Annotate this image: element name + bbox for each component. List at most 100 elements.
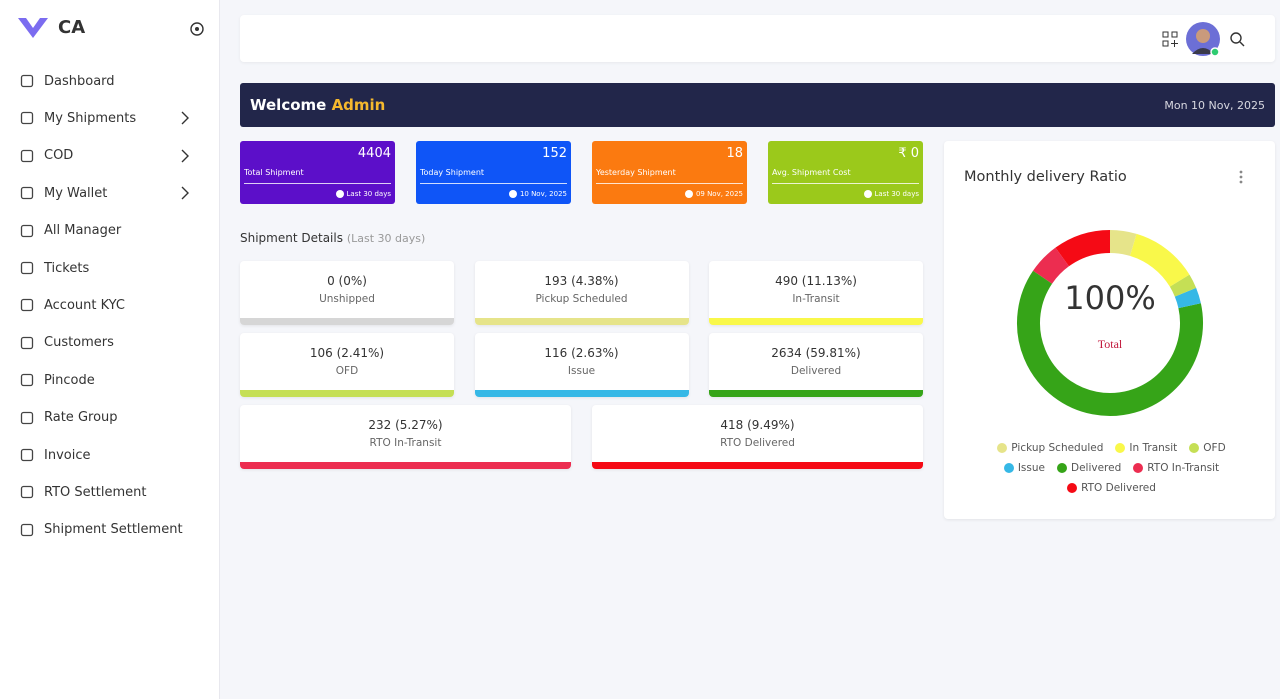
icon-shape	[20, 74, 34, 88]
legend-swatch	[1115, 443, 1126, 453]
menu-item[interactable]: RTO Settlement	[20, 480, 200, 504]
menu-item[interactable]: Customers	[20, 331, 200, 355]
donut-segment	[1169, 274, 1197, 297]
info-icon	[863, 190, 872, 198]
stat-value: 4404	[357, 146, 391, 161]
chevron	[181, 149, 189, 163]
menu-label: COD	[44, 148, 74, 164]
menu-label: Shipment Settlement	[44, 522, 183, 538]
status-label: In-Transit	[792, 293, 840, 305]
menu-icon	[20, 374, 34, 387]
stat-note: 10 Nov, 2025	[508, 190, 567, 198]
menu-icon	[20, 149, 34, 162]
donut-segment	[1017, 270, 1203, 416]
menu-item[interactable]: Tickets	[20, 256, 200, 280]
status-card: 418 (9.49%) RTO Delivered	[592, 405, 923, 469]
section-title-text: Shipment Details	[240, 231, 343, 245]
status-value: 232 (5.27%)	[368, 418, 443, 432]
legend-item[interactable]: RTO In-Transit	[1133, 462, 1219, 474]
divider	[420, 183, 567, 184]
chart-title: Monthly delivery Ratio	[964, 169, 1127, 185]
center-sublabel: Total	[1098, 337, 1123, 351]
top-bar	[240, 15, 1275, 62]
greeting: Welcome Admin	[250, 96, 385, 114]
legend-item[interactable]: Delivered	[1056, 462, 1122, 474]
legend-swatch	[1067, 483, 1078, 493]
status-card: 490 (11.13%) In-Transit	[709, 261, 923, 325]
divider	[772, 183, 919, 184]
menu-item[interactable]: My Wallet	[20, 181, 200, 205]
icon-shape	[335, 190, 344, 198]
stat-label: Avg. Shipment Cost	[772, 168, 851, 177]
menu-item[interactable]: Invoice	[20, 443, 200, 467]
legend-swatch	[1003, 463, 1014, 473]
icon-shape	[20, 224, 34, 237]
legend-item[interactable]: Pickup Scheduled	[997, 442, 1103, 454]
legend-swatch	[997, 443, 1008, 453]
icon-shape	[20, 149, 34, 162]
status-bar	[240, 462, 571, 469]
donut-segment	[1033, 247, 1070, 285]
divider	[244, 183, 391, 184]
stat-note-text: Last 30 days	[874, 190, 919, 198]
status-bar	[474, 390, 689, 397]
divider	[596, 183, 743, 184]
stat-note-text: Last 30 days	[346, 190, 391, 198]
menu-label: Dashboard	[44, 73, 115, 89]
chart-panel: Monthly delivery Ratio 100% Total Pickup…	[944, 141, 1275, 519]
stat-label: Today Shipment	[420, 168, 485, 177]
greeting-text: Welcome	[250, 96, 327, 114]
avatar[interactable]	[1186, 22, 1222, 58]
legend-label: Issue	[1017, 462, 1045, 474]
menu-label: My Shipments	[44, 110, 137, 126]
menu-icon	[20, 112, 34, 125]
legend-swatch	[1133, 463, 1144, 473]
donut-segment	[1129, 233, 1190, 288]
icon-shape	[20, 448, 34, 462]
legend-item[interactable]: OFD	[1189, 442, 1226, 454]
stat-note: 09 Nov, 2025	[684, 190, 743, 198]
icon-shape	[20, 112, 34, 125]
menu-item[interactable]: Account KYC	[20, 293, 200, 317]
menu-item[interactable]: My Shipments	[20, 106, 200, 130]
stat-value: ₹ 0	[898, 146, 919, 161]
toggle-icon[interactable]	[189, 21, 205, 37]
stat-card: ₹ 0 Avg. Shipment Cost Last 30 days	[768, 141, 923, 204]
status-card: 0 (0%) Unshipped	[240, 261, 454, 325]
stat-card: 152 Today Shipment 10 Nov, 2025	[416, 141, 571, 204]
search-icon[interactable]	[1229, 31, 1245, 47]
status-label: Delivered	[790, 365, 842, 377]
center-label: 100%	[1064, 279, 1155, 317]
status-bar	[592, 462, 923, 469]
menu-item[interactable]: Shipment Settlement	[20, 518, 200, 542]
donut-segment	[1109, 230, 1137, 257]
icon-shape	[20, 299, 34, 312]
status-value: 490 (11.13%)	[775, 274, 857, 288]
logo	[18, 18, 48, 38]
status-label: Unshipped	[319, 293, 375, 305]
donut-segment	[1055, 230, 1111, 267]
menu-label: Pincode	[44, 372, 95, 388]
menu-item[interactable]: Pincode	[20, 368, 200, 392]
menu-icon	[20, 336, 34, 349]
legend-label: Delivered	[1070, 462, 1122, 474]
menu-item[interactable]: Dashboard	[20, 69, 200, 93]
status-card: 193 (4.38%) Pickup Scheduled	[474, 261, 689, 325]
status-bar	[240, 318, 454, 325]
legend-item[interactable]: In Transit	[1115, 442, 1177, 454]
legend-item[interactable]: Issue	[1003, 462, 1045, 474]
brand[interactable]: CA	[18, 16, 85, 38]
menu-item[interactable]: All Manager	[20, 219, 200, 243]
menu-icon	[20, 523, 34, 536]
more-icon[interactable]	[1238, 169, 1244, 185]
welcome-banner: Welcome Admin Mon 10 Nov, 2025	[240, 83, 1275, 127]
apps-icon[interactable]	[1162, 31, 1178, 47]
stat-label: Total Shipment	[244, 168, 304, 177]
menu-label: Account KYC	[44, 297, 125, 313]
menu-item[interactable]: COD	[20, 144, 200, 168]
menu-item[interactable]: Rate Group	[20, 406, 200, 430]
legend-item[interactable]: RTO Delivered	[1067, 482, 1156, 494]
status-card: 116 (2.63%) Issue	[474, 333, 689, 397]
legend: Pickup Scheduled In Transit OFD Issue Delive…	[974, 442, 1249, 494]
stat-value: 18	[726, 146, 743, 161]
